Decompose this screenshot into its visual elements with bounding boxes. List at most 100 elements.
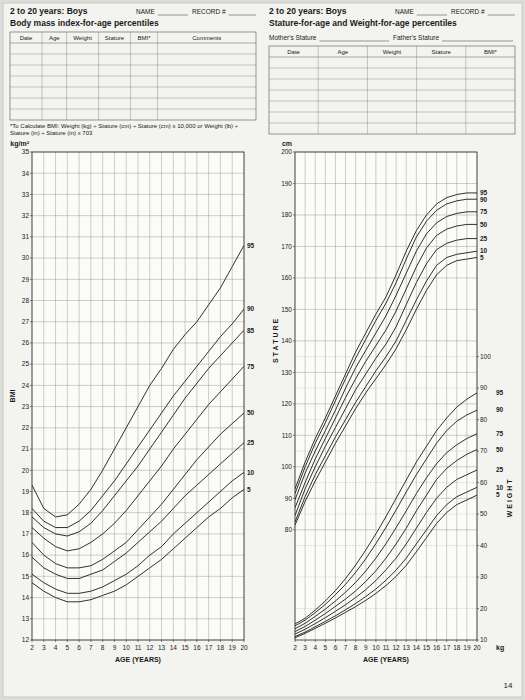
form-table: [10, 32, 256, 120]
x-grid-line: [446, 152, 447, 640]
percentile-curve: [295, 393, 477, 624]
x-grid-line: [90, 152, 91, 640]
percentile-label: 10: [480, 247, 488, 254]
form-row-line: [269, 123, 515, 124]
plot-area: [32, 152, 244, 640]
x-tick-label: 17: [443, 644, 451, 651]
x-grid-line: [149, 152, 150, 640]
form-row-line: [269, 90, 515, 91]
form-column-head: Age: [49, 35, 60, 41]
x-tick-label: 5: [324, 644, 328, 651]
percentile-label: 85: [247, 327, 255, 334]
form-row-line: [10, 76, 256, 77]
x-tick-label: 20: [240, 644, 248, 651]
form-row-line: [269, 68, 515, 69]
percentile-label: 10: [247, 469, 255, 476]
parent-stature-label: Father's Stature: [393, 34, 439, 41]
grid: [30, 152, 244, 642]
y-tick-label: 26: [22, 339, 30, 346]
y-tick-label: 200: [281, 148, 292, 155]
y2-tick-label: 80: [480, 416, 488, 423]
percentile-label: 75: [247, 363, 255, 370]
form-column-head: BMI*: [138, 35, 152, 41]
percentile-label: 50: [480, 221, 488, 228]
x-tick-label: 18: [217, 644, 225, 651]
y-tick-label: 16: [22, 551, 30, 558]
paper: [3, 3, 522, 697]
form-row-line: [10, 98, 256, 99]
x-tick-label: 14: [413, 644, 421, 651]
form-row-line: [10, 109, 256, 110]
page-number: 14: [504, 681, 513, 690]
plot-frame: [295, 152, 477, 640]
x-grid-line: [126, 152, 127, 640]
x-tick-label: 20: [473, 644, 481, 651]
percentile-label: 95: [496, 389, 504, 396]
x-axis-title: AGE (YEARS): [115, 656, 161, 664]
form-col-line: [416, 46, 417, 134]
percentile-curve: [32, 413, 244, 568]
x-tick-label: 12: [146, 644, 154, 651]
percentile-label: 5: [480, 254, 484, 261]
x-tick-label: 3: [303, 644, 307, 651]
name-line: [158, 15, 188, 16]
form-col-line: [130, 32, 131, 120]
x-grid-line: [386, 152, 387, 640]
form-row-line: [10, 87, 256, 88]
y-tick-label: 22: [22, 424, 30, 431]
y-tick-label: 13: [22, 615, 30, 622]
y-tick-label: 29: [22, 276, 30, 283]
form-row-line: [269, 112, 515, 113]
y-tick-label: 21: [22, 445, 30, 452]
x-grid-line: [102, 152, 103, 640]
percentile-curve: [295, 410, 477, 626]
x-tick-label: 15: [181, 644, 189, 651]
form-row-line: [269, 57, 515, 58]
y2-tick-label: 100: [480, 353, 491, 360]
unit-label: cm: [282, 140, 292, 147]
y-tick-label: 35: [22, 148, 30, 155]
y-tick-label: 19: [22, 488, 30, 495]
y2-axis-title: W E I G H T: [506, 479, 513, 517]
parent-line: [442, 41, 513, 42]
y-tick-label: 30: [22, 254, 30, 261]
y2-tick-label: 20: [480, 605, 488, 612]
x-grid-line: [196, 152, 197, 640]
page: 2 to 20 years: BoysBody mass index-for-a…: [0, 0, 525, 700]
percentile-label: 90: [496, 406, 504, 413]
y-tick-label: 23: [22, 403, 30, 410]
form-row-line: [10, 54, 256, 55]
form-column-head: Stature: [432, 49, 452, 55]
x-tick-label: 11: [383, 644, 390, 651]
x-tick-label: 3: [42, 644, 46, 651]
percentile-label: 5: [247, 486, 251, 493]
x-tick-label: 9: [364, 644, 368, 651]
x-grid-line: [220, 152, 221, 640]
percentile-curve: [295, 487, 477, 636]
percentile-curve: [32, 245, 244, 517]
parent-line: [319, 41, 389, 42]
percentile-label: 5: [496, 491, 500, 498]
x-grid-line: [232, 152, 233, 640]
y-tick-label: 180: [281, 211, 292, 218]
form-column-head: Weight: [73, 35, 92, 41]
x-grid-line: [325, 152, 326, 640]
x-grid-line: [315, 152, 316, 640]
percentile-label: 10: [496, 484, 504, 491]
y-tick-label: 28: [22, 297, 30, 304]
x-tick-label: 19: [463, 644, 471, 651]
percentile-curve: [32, 489, 244, 601]
form-row-line: [10, 43, 256, 44]
x-tick-label: 18: [453, 644, 461, 651]
x-grid-line: [305, 152, 306, 640]
x-tick-label: 19: [229, 644, 237, 651]
form-col-line: [367, 46, 368, 134]
y-tick-label: 25: [22, 360, 30, 367]
grid: [293, 152, 479, 642]
x-grid-line: [436, 152, 437, 640]
x-tick-label: 6: [334, 644, 338, 651]
x-grid-line: [185, 152, 186, 640]
x-grid-line: [55, 152, 56, 640]
y-tick-label: 32: [22, 212, 30, 219]
record-line: [488, 15, 515, 16]
